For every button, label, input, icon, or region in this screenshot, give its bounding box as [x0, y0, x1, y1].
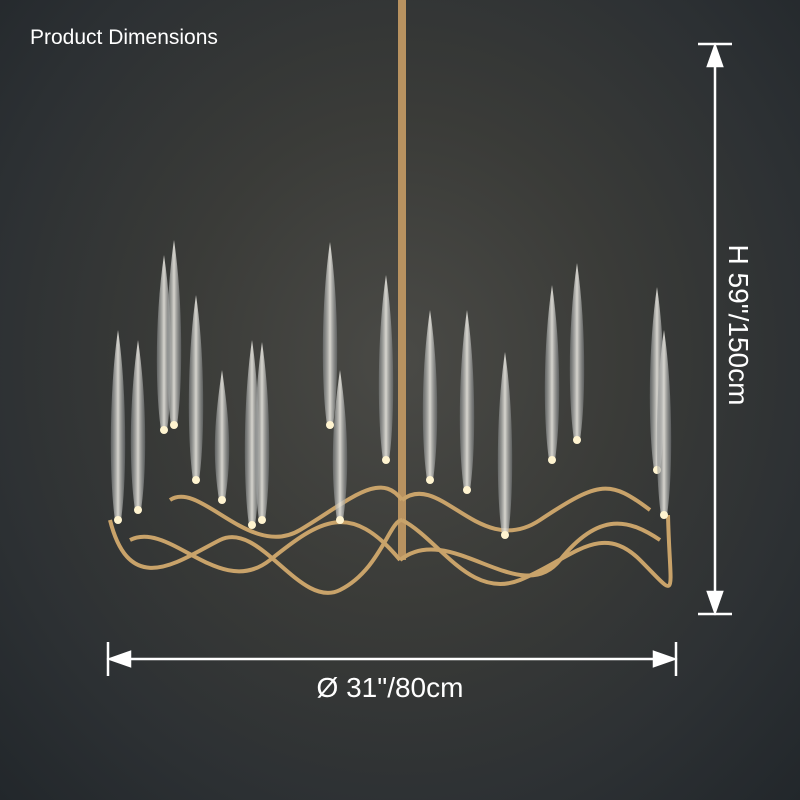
glass-candle	[254, 342, 270, 520]
glass-candle	[422, 310, 438, 480]
gold-arm	[108, 518, 403, 595]
candle-light	[501, 531, 509, 539]
candle-light	[426, 476, 434, 484]
candle-light	[160, 426, 168, 434]
candle-light	[548, 456, 556, 464]
gold-arm	[168, 485, 404, 539]
gold-arm	[398, 521, 662, 578]
glass-candle	[569, 263, 585, 440]
chandelier-arms	[108, 485, 673, 595]
glass-candle	[110, 330, 126, 520]
candle-light	[660, 511, 668, 519]
glass-candle	[656, 330, 672, 515]
glass-candle	[497, 352, 513, 535]
glass-candle	[156, 255, 172, 430]
glass-candle	[214, 370, 230, 500]
glass-candle	[130, 340, 146, 510]
glass-candle	[188, 295, 204, 480]
width-dimension-line	[106, 642, 678, 676]
width-dimension-label: Ø 31"/80cm	[316, 672, 464, 703]
candle-light	[573, 436, 581, 444]
candle-light	[326, 421, 334, 429]
glass-candle	[459, 310, 475, 490]
glass-candle	[544, 285, 560, 460]
candle-light	[258, 516, 266, 524]
height-dimension-label: H 59"/150cm	[723, 244, 754, 406]
candle-light	[134, 506, 142, 514]
height-dimension-line	[698, 42, 732, 616]
gold-arm	[401, 514, 673, 588]
glass-candle	[378, 275, 394, 460]
page-title: Product Dimensions	[30, 26, 218, 49]
ceiling-rod	[398, 0, 406, 560]
candle-light	[218, 496, 226, 504]
candle-light	[463, 486, 471, 494]
candle-light	[192, 476, 200, 484]
glass-candle	[322, 242, 338, 425]
glass-candle	[166, 240, 182, 425]
candle-light	[336, 516, 344, 524]
gold-arm	[400, 486, 652, 533]
gold-arm	[129, 520, 402, 574]
candle-light	[114, 516, 122, 524]
chandelier-candles	[110, 240, 672, 539]
candle-light	[248, 521, 256, 529]
candle-light	[382, 456, 390, 464]
candle-light	[170, 421, 178, 429]
glass-candle	[332, 370, 348, 520]
